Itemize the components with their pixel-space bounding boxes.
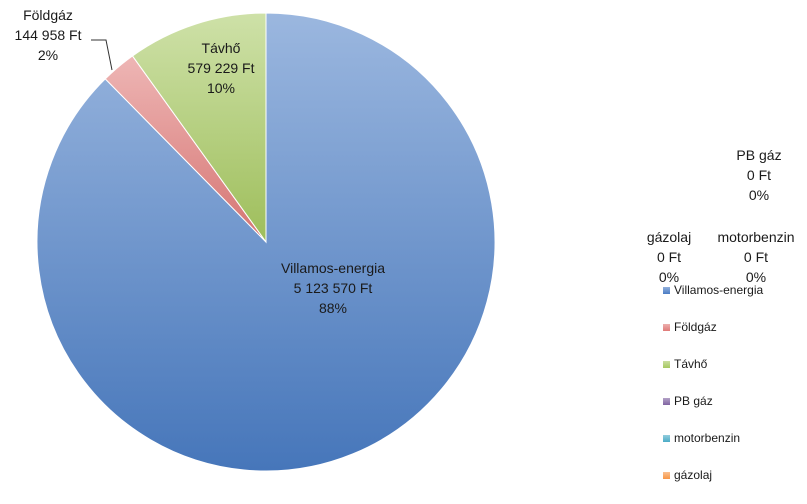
legend-item-pb-gaz: PB gáz xyxy=(663,393,763,409)
data-label-name: gázolaj xyxy=(646,229,692,245)
data-label-percent-label: 10% xyxy=(206,80,236,96)
legend-swatch xyxy=(663,434,670,442)
legend-swatch xyxy=(663,471,670,479)
data-label-percent-label: 0% xyxy=(745,269,767,285)
data-label-value-label: 5 123 570 Ft xyxy=(293,280,373,296)
legend-item-motorbenzin: motorbenzin xyxy=(663,430,763,446)
data-label-name: Földgáz xyxy=(23,7,73,23)
legend-label: Távhő xyxy=(674,357,708,371)
legend-item-tavho: Távhő xyxy=(663,356,763,372)
data-label-name: motorbenzin xyxy=(717,229,795,245)
legend-swatch xyxy=(663,323,670,331)
legend-label: Földgáz xyxy=(674,320,717,334)
legend-label: gázolaj xyxy=(674,468,713,482)
data-label-value-label: 579 229 Ft xyxy=(187,60,255,76)
data-label-percent-label: 88% xyxy=(318,300,348,316)
data-label-villamos-energia: Villamos-energia 5 123 570 Ft 88% xyxy=(281,258,385,318)
data-label-motorbenzin: motorbenzin 0 Ft 0% xyxy=(717,227,794,287)
legend-item-gazolaj: gázolaj xyxy=(663,467,763,483)
legend-label: Villamos-energia xyxy=(674,283,764,297)
data-label-name: PB gáz xyxy=(736,147,782,163)
legend-item-villamos-energia: Villamos-energia xyxy=(663,282,763,298)
data-label-name: Villamos-energia xyxy=(280,260,386,276)
data-label-value-label: 0 Ft xyxy=(656,249,682,265)
legend-swatch xyxy=(663,360,670,368)
legend-item-foldgaz: Földgáz xyxy=(663,319,763,335)
data-label-pb-gaz: PB gáz 0 Ft 0% xyxy=(736,145,781,205)
chart-legend: Villamos-energia Földgáz Távhő PB gáz motorb… xyxy=(663,282,763,504)
data-label-value-label: 144 958 Ft xyxy=(14,27,82,43)
data-label-foldgaz: Földgáz 144 958 Ft 2% xyxy=(15,5,82,65)
pie-chart: Villamos-energia 5 123 570 Ft 88% Földgáz 14… xyxy=(15,5,795,482)
pie-plot-area xyxy=(36,12,496,472)
leader-line-foldgaz xyxy=(91,39,113,71)
pie-slice-tavho xyxy=(131,12,267,244)
data-label-value-label: 0 Ft xyxy=(743,249,769,265)
data-label-percent-label: 0% xyxy=(748,187,770,203)
data-label-name: Távhő xyxy=(201,40,241,56)
legend-swatch xyxy=(663,397,670,405)
legend-swatch xyxy=(663,286,670,294)
data-label-value-label: 0 Ft xyxy=(746,167,772,183)
legend-label: motorbenzin xyxy=(674,431,741,445)
data-label-tavho: Távhő 579 229 Ft 10% xyxy=(188,38,255,98)
data-label-percent-label: 2% xyxy=(37,47,59,63)
legend-label: PB gáz xyxy=(674,394,713,408)
data-label-percent-label: 0% xyxy=(658,269,680,285)
data-label-gazolaj: gázolaj 0 Ft 0% xyxy=(647,227,691,287)
